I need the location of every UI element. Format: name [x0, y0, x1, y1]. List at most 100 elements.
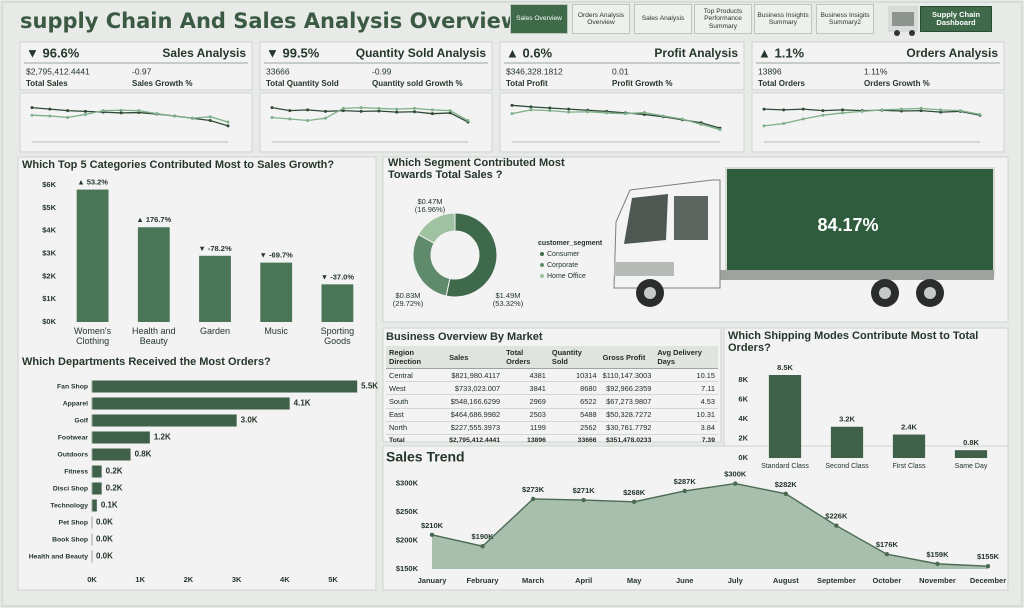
sparkline-point	[548, 106, 552, 110]
sparkline-point	[510, 103, 514, 107]
kpi-growth-label: Orders Growth %	[864, 79, 930, 88]
data-label: $226K	[825, 512, 848, 521]
point	[783, 491, 789, 496]
y-tick-label: 6K	[738, 394, 748, 403]
data-label: $210K	[421, 521, 444, 530]
table-cell: 8680	[548, 381, 600, 396]
table-cell: 10314	[548, 368, 600, 383]
y-tick-label: Outdoors	[57, 451, 88, 458]
kpi-value-label: Total Sales	[26, 79, 68, 88]
x-tick-label: May	[627, 576, 642, 585]
sparkline-point	[661, 114, 665, 118]
table-cell: 3841	[503, 381, 549, 396]
sparkline-point	[821, 113, 825, 117]
column-header: Gross Profit	[599, 346, 655, 369]
data-label: ▼ -69.7%	[260, 251, 294, 260]
point	[985, 563, 991, 569]
sparkline-point	[782, 108, 786, 112]
legend-swatch	[540, 274, 544, 278]
sparkline-point	[841, 108, 845, 112]
donut-slice	[417, 212, 456, 244]
sparkline-point	[623, 112, 627, 116]
nav-button[interactable]: Business Insights Summary	[754, 4, 812, 34]
sparkline-point	[270, 115, 274, 119]
data-label: 5.5K	[361, 382, 378, 391]
x-tick-label: December	[970, 576, 1006, 585]
y-tick-label: $6K	[42, 180, 56, 189]
nav-button[interactable]: Top Products Performance Summary	[694, 4, 752, 34]
kpi-growth: -0.99	[372, 66, 392, 76]
sparkline-point	[395, 110, 399, 114]
table-cell: Total	[389, 436, 405, 444]
sparkline-point	[510, 112, 514, 116]
point	[682, 488, 687, 494]
dashboard-button[interactable]: Supply Chain Dashboard	[920, 6, 992, 32]
legend-swatch	[540, 263, 544, 267]
point	[834, 523, 839, 528]
data-label: 0.1K	[101, 501, 118, 510]
table-cell: $548,166.6299	[446, 394, 504, 409]
y-tick-label: Fan Shop	[57, 383, 88, 390]
panel	[499, 92, 745, 153]
nav-button[interactable]: Business Insigits Summary2	[816, 4, 874, 34]
table-cell: 13896	[527, 436, 546, 444]
sparkline-point	[841, 111, 845, 115]
table-cell: 10.15	[654, 368, 718, 383]
donut-label: $0.83M (29.72%)	[392, 291, 424, 309]
truck-icon	[888, 6, 918, 36]
sparkline-point	[208, 119, 212, 123]
sparkline-point	[288, 117, 292, 121]
x-tick-label: April	[575, 576, 592, 585]
sparkline	[31, 109, 229, 123]
kpi-value: $2,795,412.4441	[26, 66, 90, 76]
table-cell: $30,761.7792	[599, 421, 655, 435]
x-tick-label: January	[418, 576, 448, 585]
y-tick-label: 8K	[738, 375, 748, 384]
table-cell: 6522	[548, 394, 600, 409]
column-header: Avg Delivery Days	[654, 346, 718, 369]
truck-label: 84.17%	[817, 215, 878, 235]
bar	[92, 414, 237, 427]
y-tick-label: $1K	[42, 294, 56, 303]
y-tick-label: 4K	[738, 414, 748, 423]
data-label: 0.0K	[96, 535, 113, 544]
y-tick-label: $0K	[42, 317, 56, 326]
y-tick-label: $4K	[42, 226, 56, 235]
sparkline-point	[341, 109, 345, 113]
x-tick-label: Music	[264, 326, 288, 336]
nav-button[interactable]: Sales Overview	[510, 4, 568, 34]
sparkline-point	[529, 105, 533, 109]
column-header: Quantity Sold	[548, 346, 600, 369]
nav-button[interactable]: Sales Analysis	[634, 4, 692, 34]
sparkline-point	[430, 112, 434, 116]
y-tick-label: Golf	[74, 417, 88, 424]
kpi-title: Quantity Sold Analysis	[356, 46, 487, 60]
data-label: 0.0K	[96, 518, 113, 527]
data-label: 4.1K	[294, 399, 311, 408]
bar	[892, 434, 926, 458]
kpi-title: Orders Analysis	[906, 46, 998, 60]
data-label: $268K	[623, 488, 646, 497]
sparkline-point	[226, 120, 230, 124]
legend-label: Consumer	[547, 251, 580, 258]
data-label: $271K	[573, 486, 596, 495]
sparkline-point	[680, 117, 684, 121]
sparkline-point	[762, 107, 766, 111]
table-cell: 7.11	[654, 381, 718, 396]
sparkline-point	[978, 112, 982, 116]
table-cell: $733,023.007	[446, 381, 504, 396]
sparkline-point	[782, 122, 786, 126]
donut-label: $1.49M (53.32%)	[492, 291, 524, 309]
nav-button[interactable]: Orders Analysis Overview	[572, 4, 630, 34]
sparkline-point	[395, 107, 399, 111]
bar	[830, 426, 864, 458]
x-tick-label: November	[919, 576, 956, 585]
table-cell: West	[386, 381, 447, 396]
table-cell: $821,980.4117	[446, 368, 504, 383]
sparkline-point	[939, 108, 943, 112]
y-tick-label: $250K	[396, 507, 419, 516]
y-tick-label: Book Shop	[52, 536, 88, 543]
sparkline-point	[448, 111, 452, 115]
panel	[751, 41, 1005, 91]
table-cell: 2503	[503, 408, 549, 422]
